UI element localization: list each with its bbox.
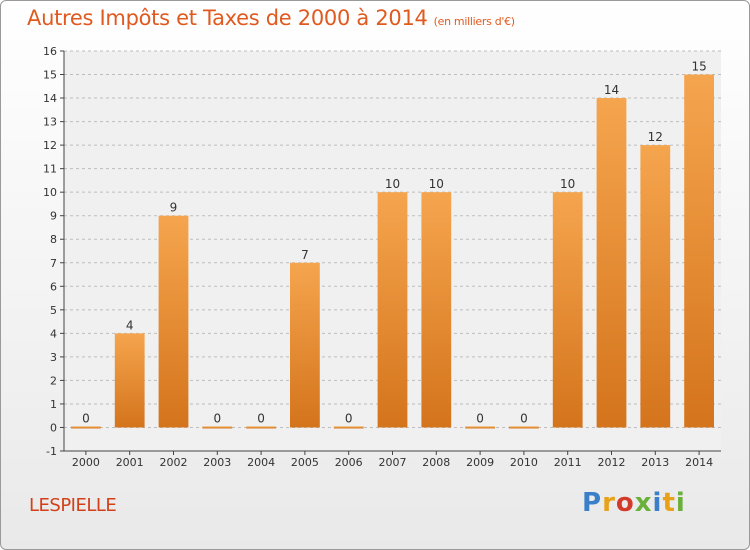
y-tick-label: 1 <box>50 398 57 411</box>
bar <box>640 145 671 428</box>
x-tick-label: 2004 <box>247 456 275 469</box>
chart-title: Autres Impôts et Taxes de 2000 à 2014 (en… <box>27 6 515 30</box>
logo-letter: r <box>602 488 616 518</box>
y-tick-label: 4 <box>50 327 57 340</box>
y-tick-label: 15 <box>43 69 57 82</box>
data-label: 0 <box>82 411 90 425</box>
y-tick-label: 5 <box>50 304 57 317</box>
data-label: 0 <box>213 411 221 425</box>
data-label: 9 <box>170 201 178 215</box>
data-label: 0 <box>257 411 265 425</box>
logo-letter: i <box>652 488 663 518</box>
y-tick-label: 9 <box>50 210 57 223</box>
y-tick-label: 8 <box>50 233 57 246</box>
bar <box>509 426 539 429</box>
bar <box>114 333 145 428</box>
data-label: 0 <box>476 411 484 425</box>
bar <box>71 426 101 429</box>
commune-name: LESPIELLE <box>29 495 117 516</box>
chart-unit: (en milliers d'€) <box>433 15 515 28</box>
y-tick-label: 10 <box>43 186 57 199</box>
bar <box>552 192 583 428</box>
x-tick-label: 2010 <box>510 456 538 469</box>
x-tick-label: 2006 <box>335 456 363 469</box>
logo-letter: t <box>662 488 676 518</box>
x-tick-label: 2000 <box>72 456 100 469</box>
x-tick-label: 2009 <box>466 456 494 469</box>
y-tick-label: -1 <box>46 445 57 458</box>
y-tick-label: 13 <box>43 116 57 129</box>
data-label: 7 <box>301 248 309 262</box>
y-tick-label: 2 <box>50 374 57 387</box>
bar <box>158 215 189 428</box>
x-tick-label: 2002 <box>160 456 188 469</box>
x-tick-label: 2001 <box>116 456 144 469</box>
bar <box>290 262 320 428</box>
bar <box>465 426 495 429</box>
y-tick-label: 6 <box>50 280 57 293</box>
data-label: 0 <box>520 411 528 425</box>
bar <box>377 192 408 428</box>
chart-title-text: Autres Impôts et Taxes de 2000 à 2014 <box>27 6 428 30</box>
x-tick-label: 2007 <box>379 456 407 469</box>
logo-letter: P <box>582 488 603 518</box>
y-tick-label: 12 <box>43 139 57 152</box>
bar <box>684 74 714 428</box>
y-tick-label: 0 <box>50 421 57 434</box>
data-label: 10 <box>385 177 400 191</box>
y-tick-label: 14 <box>43 92 57 105</box>
x-tick-label: 2008 <box>422 456 450 469</box>
logo-letter: x <box>634 488 653 518</box>
data-label: 15 <box>691 60 706 74</box>
x-tick-label: 2011 <box>554 456 582 469</box>
x-tick-label: 2003 <box>203 456 231 469</box>
y-tick-label: 7 <box>50 257 57 270</box>
y-tick-label: 16 <box>43 45 57 58</box>
data-label: 0 <box>345 411 353 425</box>
data-label: 10 <box>429 177 444 191</box>
y-tick-label: 3 <box>50 351 57 364</box>
data-label: 12 <box>648 130 663 144</box>
bar <box>421 192 452 428</box>
x-tick-label: 2012 <box>598 456 626 469</box>
bar <box>246 426 276 429</box>
data-label: 14 <box>604 83 619 97</box>
bar <box>596 98 627 428</box>
data-label: 4 <box>126 318 134 332</box>
proxiti-logo: Proxiti <box>582 488 686 518</box>
bar <box>202 426 233 429</box>
data-label: 10 <box>560 177 575 191</box>
x-tick-label: 2005 <box>291 456 319 469</box>
x-tick-label: 2014 <box>685 456 713 469</box>
logo-letter: o <box>615 488 635 518</box>
y-tick-label: 11 <box>43 163 57 176</box>
logo-letter: i <box>675 488 686 518</box>
bar <box>333 426 364 429</box>
x-tick-label: 2013 <box>641 456 669 469</box>
